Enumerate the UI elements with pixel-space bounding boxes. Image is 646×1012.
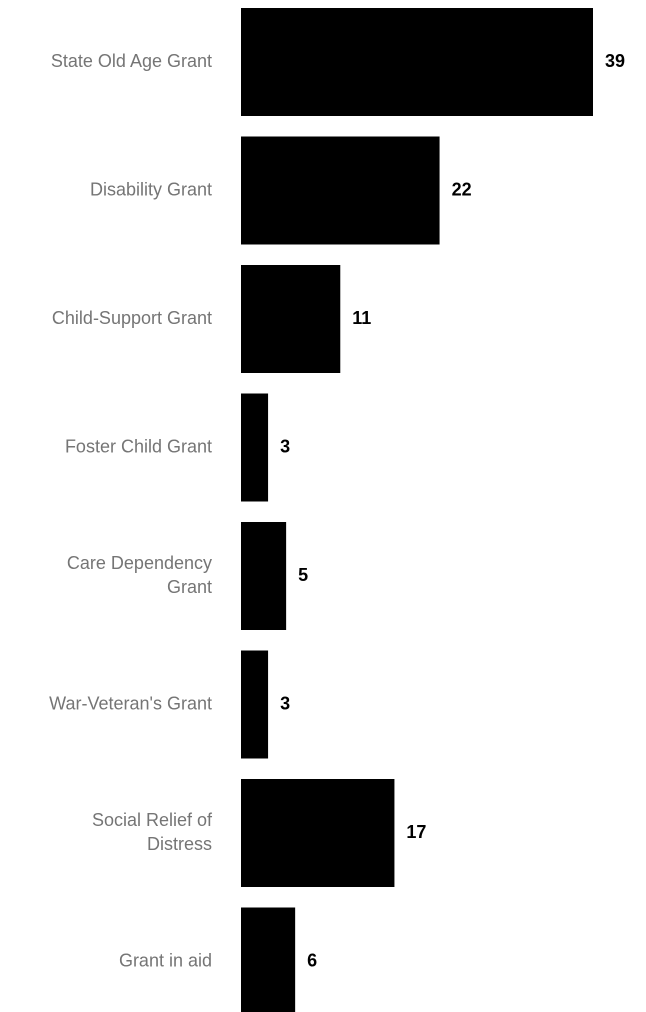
value-label-5: 3 xyxy=(280,693,290,713)
bar-7 xyxy=(241,907,296,1012)
category-label-line: Care Dependency xyxy=(67,553,212,573)
value-label-3: 3 xyxy=(280,436,290,456)
bar-3 xyxy=(241,393,269,502)
category-label-2: Child-Support Grant xyxy=(52,308,212,328)
bar-1 xyxy=(241,136,440,245)
category-label-7: Grant in aid xyxy=(119,950,212,970)
bar-4 xyxy=(241,522,287,630)
value-label-7: 6 xyxy=(307,950,317,970)
category-label-line: Child-Support Grant xyxy=(52,308,212,328)
bar-0 xyxy=(241,8,593,116)
category-label-line: State Old Age Grant xyxy=(51,51,212,71)
bar-6 xyxy=(241,779,395,887)
value-label-4: 5 xyxy=(298,565,308,585)
value-label-1: 22 xyxy=(452,179,472,199)
category-label-line: Distress xyxy=(147,834,212,854)
category-label-line: Social Relief of xyxy=(92,810,213,830)
category-label-3: Foster Child Grant xyxy=(65,436,212,456)
value-label-6: 17 xyxy=(406,822,426,842)
bar-2 xyxy=(241,265,341,373)
value-label-2: 11 xyxy=(352,308,371,328)
category-label-line: Foster Child Grant xyxy=(65,436,212,456)
category-label-6: Social Relief of Distress xyxy=(92,810,213,854)
category-label-line: Disability Grant xyxy=(90,179,212,199)
category-label-5: War-Veteran's Grant xyxy=(49,693,212,713)
category-label-line: Grant xyxy=(167,577,212,597)
category-label-line: Grant in aid xyxy=(119,950,212,970)
category-label-4: Care Dependency Grant xyxy=(67,553,212,597)
bar-5 xyxy=(241,650,269,759)
value-label-0: 39 xyxy=(605,51,625,71)
category-label-0: State Old Age Grant xyxy=(51,51,212,71)
category-label-line: War-Veteran's Grant xyxy=(49,693,212,713)
category-label-1: Disability Grant xyxy=(90,179,212,199)
